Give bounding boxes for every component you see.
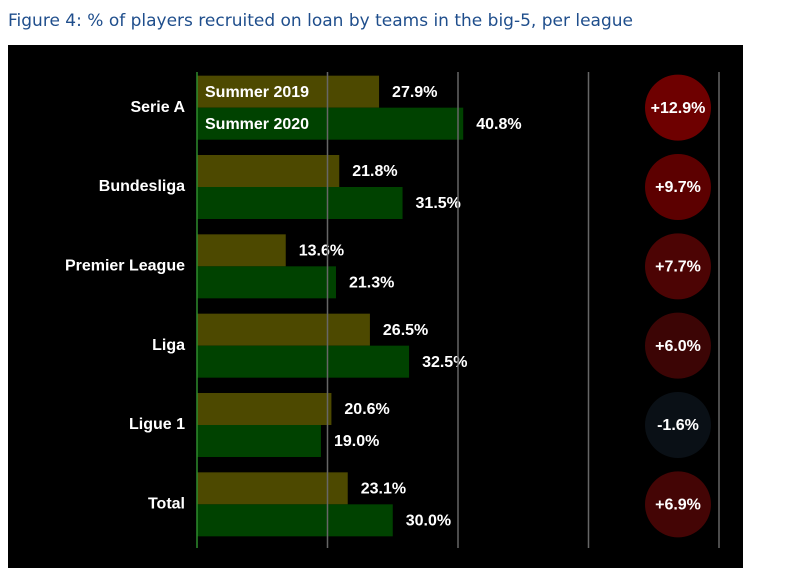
difference-circle: [645, 471, 711, 538]
difference-circle: [645, 392, 711, 458]
difference-label: -1.6%: [657, 417, 699, 434]
value-label: 32.5%: [422, 354, 467, 371]
bar: [197, 345, 410, 378]
y-tick-label: Total: [148, 496, 185, 513]
bar: [197, 472, 348, 505]
y-tick-label: Ligue 1: [129, 416, 185, 433]
difference-circle: [645, 74, 711, 141]
legend-label: Summer 2019: [205, 84, 309, 101]
value-label: 21.8%: [352, 163, 397, 180]
value-label: 21.3%: [349, 275, 394, 292]
difference-label: +7.7%: [655, 259, 701, 276]
bar: [197, 107, 464, 140]
bar: [197, 187, 403, 219]
chart-title: Figure 4: % of players recruited on loan…: [8, 11, 633, 31]
value-label: 40.8%: [476, 116, 521, 133]
y-tick-label: Premier League: [65, 258, 185, 275]
bar: [197, 155, 340, 187]
bar: [197, 234, 286, 267]
value-label: 31.5%: [416, 195, 461, 212]
bar: [197, 393, 332, 425]
value-label: 20.6%: [344, 401, 389, 418]
difference-label: +12.9%: [651, 100, 706, 117]
y-tick-label: Liga: [152, 337, 185, 354]
y-tick-label: Serie A: [130, 99, 185, 116]
y-tick-label: Bundesliga: [99, 178, 185, 195]
bar: [197, 266, 336, 299]
difference-label: +6.9%: [655, 497, 701, 514]
value-label: 19.0%: [334, 433, 379, 450]
difference-circle: [645, 154, 711, 220]
difference-circle: [645, 312, 711, 379]
value-label: 26.5%: [383, 322, 428, 339]
value-label: 27.9%: [392, 84, 437, 101]
bar: [197, 313, 370, 346]
bar: [197, 75, 380, 108]
difference-circle: [645, 233, 711, 300]
value-label: 30.0%: [406, 513, 451, 530]
value-label: 23.1%: [361, 481, 406, 498]
legend-label: Summer 2020: [205, 116, 309, 133]
bar: [197, 504, 393, 537]
value-label: 13.6%: [299, 243, 344, 260]
difference-label: +6.0%: [655, 338, 701, 355]
bar: [197, 425, 321, 457]
difference-label: +9.7%: [655, 179, 701, 196]
